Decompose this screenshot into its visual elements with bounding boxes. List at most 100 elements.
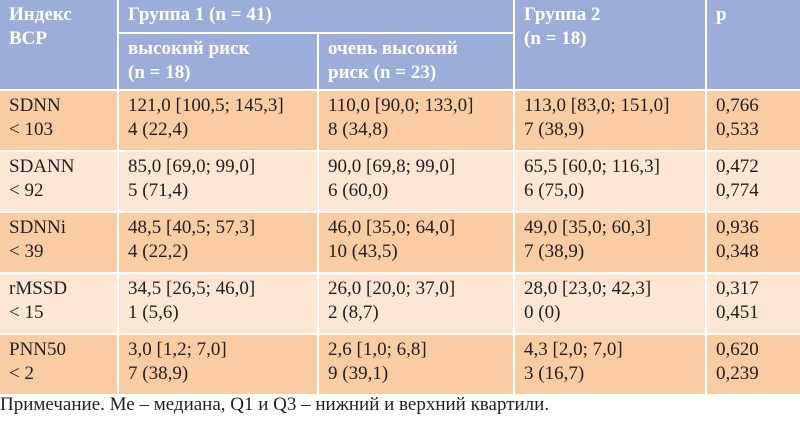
cell-line: 4 (22,4) <box>128 119 189 140</box>
cell-line: 46,0 [35,0; 64,0] <box>328 217 456 238</box>
cell-line: 48,5 [40,5; 57,3] <box>128 217 256 238</box>
cell-line: 113,0 [83,0; 151,0] <box>524 95 670 116</box>
cell: SDANN < 92 <box>0 151 119 213</box>
data-table: Индекс ВСР Группа 1 (n = 41) Группа 2 (n = 1… <box>0 0 800 396</box>
cell-line: 0,239 <box>716 363 759 384</box>
cell: SDNNi < 39 <box>0 212 119 274</box>
cell: 46,0 [35,0; 64,0] 10 (43,5) <box>317 212 515 274</box>
cell: Группа 1 (n = 41) <box>117 0 515 34</box>
cell: Группа 2 (n = 18) <box>513 0 707 91</box>
cell-line: < 103 <box>9 119 53 140</box>
cell-line: < 15 <box>9 302 44 323</box>
cell-line: 0,533 <box>716 119 759 140</box>
cell: 4,3 [2,0; 7,0] 3 (16,7) <box>513 334 707 396</box>
cell-line: Группа 1 (n = 41) <box>128 4 272 25</box>
cell: 48,5 [40,5; 57,3] 4 (22,2) <box>117 212 319 274</box>
cell: Индекс ВСР <box>0 0 119 91</box>
cell-line: 4,3 [2,0; 7,0] <box>524 339 623 360</box>
cell-line: 0,766 <box>716 95 759 116</box>
cell: PNN50 < 2 <box>0 334 119 396</box>
cell-line: SDNN <box>9 95 61 116</box>
cell-line: 110,0 [90,0; 133,0] <box>328 95 474 116</box>
cell: 0,317 0,451 <box>705 273 800 335</box>
table-header: Индекс ВСР Группа 1 (n = 41) Группа 2 (n = 1… <box>0 0 800 91</box>
cell-line: 0,620 <box>716 339 759 360</box>
cell-line: SDNNi <box>9 217 67 238</box>
cell-line: 65,5 [60,0; 116,3] <box>524 156 660 177</box>
cell: 110,0 [90,0; 133,0] 8 (34,8) <box>317 90 515 152</box>
cell: 34,5 [26,5; 46,0] 1 (5,6) <box>117 273 319 335</box>
cell: 0,936 0,348 <box>705 212 800 274</box>
cell-line: высокий риск <box>128 38 250 59</box>
cell-line: SDANN <box>9 156 75 177</box>
table-row: PNN50 < 2 3,0 [1,2; 7,0] 7 (38,9) 2,6 [1,0; … <box>0 334 800 396</box>
cell: 2,6 [1,0; 6,8] 9 (39,1) <box>317 334 515 396</box>
cell-line: 85,0 [69,0; 99,0] <box>128 156 256 177</box>
cell-line: 26,0 [20,0; 37,0] <box>328 278 456 299</box>
cell-line: 0,317 <box>716 278 759 299</box>
table-row: SDANN < 92 85,0 [69,0; 99,0] 5 (71,4) 90,0 [… <box>0 151 800 213</box>
cell-line: 5 (71,4) <box>128 180 189 201</box>
cell: 49,0 [35,0; 60,3] 7 (38,9) <box>513 212 707 274</box>
cell-line: риск (n = 23) <box>328 62 437 83</box>
cell-line: 90,0 [69,8; 99,0] <box>328 156 456 177</box>
cell-line: 6 (60,0) <box>328 180 389 201</box>
cell-line: PNN50 <box>9 339 67 360</box>
cell-line: 7 (38,9) <box>524 119 585 140</box>
cell-line: p <box>716 4 727 25</box>
table-row: SDNNi < 39 48,5 [40,5; 57,3] 4 (22,2) 46,0 [… <box>0 212 800 274</box>
cell: 0,472 0,774 <box>705 151 800 213</box>
cell: высокий риск (n = 18) <box>118 33 319 91</box>
cell-line: 10 (43,5) <box>328 241 398 262</box>
cell: 3,0 [1,2; 7,0] 7 (38,9) <box>117 334 319 396</box>
table-row: rMSSD < 15 34,5 [26,5; 46,0] 1 (5,6) 26,0 [2… <box>0 273 800 335</box>
cell-line: 3,0 [1,2; 7,0] <box>128 339 227 360</box>
cell-line: очень высокий <box>328 38 458 59</box>
cell-line: (n = 18) <box>128 62 191 83</box>
cell-line: 4 (22,2) <box>128 241 189 262</box>
cell: 26,0 [20,0; 37,0] 2 (8,7) <box>317 273 515 335</box>
cell-line: rMSSD <box>9 278 68 299</box>
cell-line: 7 (38,9) <box>524 241 585 262</box>
cell: 85,0 [69,0; 99,0] 5 (71,4) <box>117 151 319 213</box>
cell: 65,5 [60,0; 116,3] 6 (75,0) <box>513 151 707 213</box>
cell: 90,0 [69,8; 99,0] 6 (60,0) <box>317 151 515 213</box>
cell: rMSSD < 15 <box>0 273 119 335</box>
cell-line: 28,0 [23,0; 42,3] <box>524 278 652 299</box>
cell-line: 7 (38,9) <box>128 363 189 384</box>
header-row: высокий риск (n = 18) очень высокий риск (n… <box>0 33 800 91</box>
cell-line: Индекс <box>9 4 72 25</box>
cell-line: 9 (39,1) <box>328 363 389 384</box>
cell-line: 49,0 [35,0; 60,3] <box>524 217 652 238</box>
cell: 0,766 0,533 <box>705 90 800 152</box>
cell-line: < 39 <box>9 241 44 262</box>
cell-line: 8 (34,8) <box>328 119 389 140</box>
header-row: Индекс ВСР Группа 1 (n = 41) Группа 2 (n = 1… <box>0 0 800 91</box>
cell-line: 3 (16,7) <box>524 363 585 384</box>
cell-line: 6 (75,0) <box>524 180 585 201</box>
cell: p <box>705 0 800 91</box>
cell-line: 1 (5,6) <box>128 302 179 323</box>
cell-line: 0,774 <box>716 180 759 201</box>
cell: 28,0 [23,0; 42,3] 0 (0) <box>513 273 707 335</box>
cell-line: (n = 18) <box>524 28 587 49</box>
cell: 121,0 [100,5; 145,3] 4 (22,4) <box>117 90 319 152</box>
footnote: Примечание. Ме – медиана, Q1 и Q3 – нижн… <box>0 394 550 415</box>
cell-line: 121,0 [100,5; 145,3] <box>128 95 284 116</box>
cell-line: < 2 <box>9 363 34 384</box>
cell-line: 0,348 <box>716 241 759 262</box>
table-body: SDNN < 103 121,0 [100,5; 145,3] 4 (22,4) 110… <box>0 90 800 396</box>
cell-line: 0,936 <box>716 217 759 238</box>
cell: очень высокий риск (n = 23) <box>317 33 514 91</box>
cell-line: 2,6 [1,0; 6,8] <box>328 339 427 360</box>
cell: 0,620 0,239 <box>705 334 800 396</box>
cell-line: 34,5 [26,5; 46,0] <box>128 278 256 299</box>
cell: SDNN < 103 <box>0 90 119 152</box>
table-row: SDNN < 103 121,0 [100,5; 145,3] 4 (22,4) 110… <box>0 90 800 152</box>
cell-line: 0 (0) <box>524 302 561 323</box>
cell-line: ВСР <box>9 28 47 49</box>
cell-line: 2 (8,7) <box>328 302 379 323</box>
cell: 113,0 [83,0; 151,0] 7 (38,9) <box>513 90 707 152</box>
cell-line: 0,472 <box>716 156 759 177</box>
